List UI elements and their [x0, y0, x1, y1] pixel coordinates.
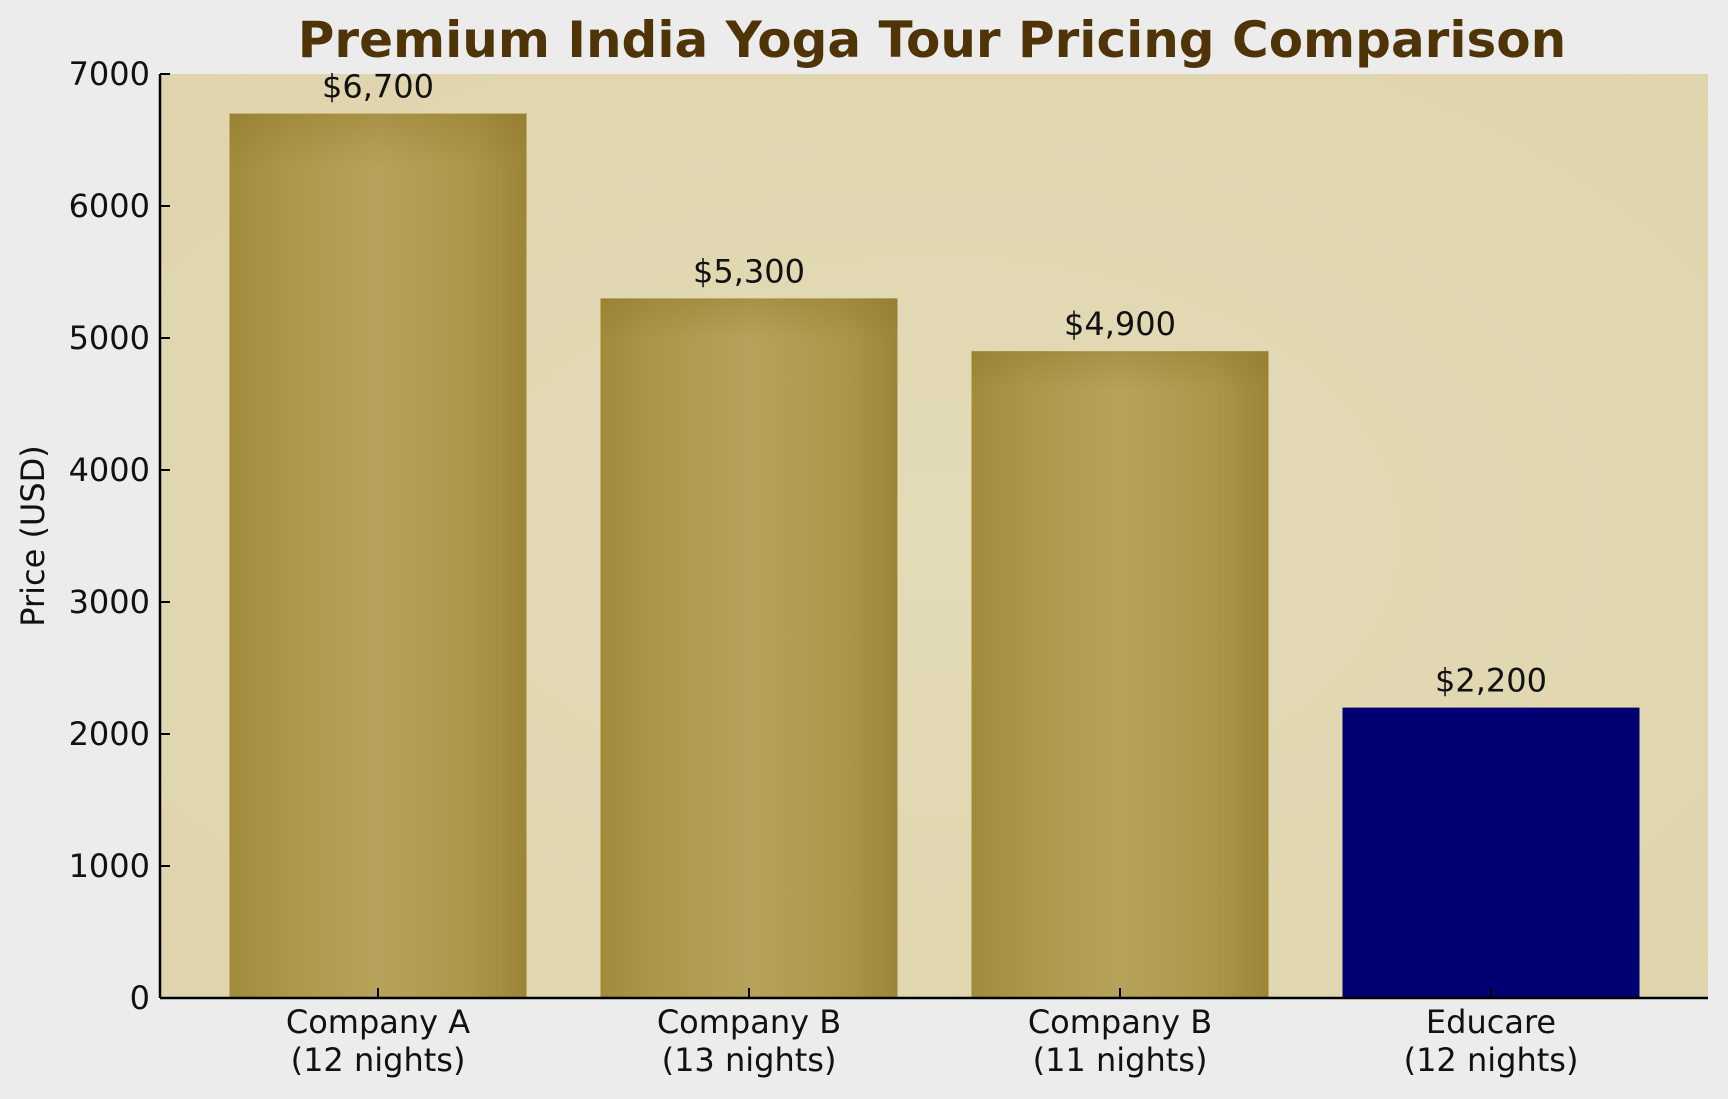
y-tick-label: 4000	[69, 451, 150, 489]
bar-value-label: $4,900	[1064, 305, 1176, 343]
y-tick-label: 6000	[69, 187, 150, 225]
y-tick-label: 1000	[69, 847, 150, 885]
bar-value-label: $6,700	[322, 68, 434, 106]
x-ticks-group: Company A (12 nights) Company B (13 nights)…	[286, 988, 1579, 1079]
data-labels-group: $6,700 $5,300 $4,900 $2,200	[322, 68, 1547, 700]
bars-group	[229, 113, 1640, 999]
bar-shading	[971, 351, 1269, 998]
y-axis-label: Price (USD)	[14, 445, 52, 627]
y-ticks-group: 0 1000 2000 3000 4000 5000 6000 7000	[69, 55, 170, 1017]
x-tick-label: Company B (11 nights)	[1028, 1003, 1212, 1079]
y-tick-label: 2000	[69, 715, 150, 753]
bar	[1342, 707, 1640, 998]
y-tick-label: 3000	[69, 583, 150, 621]
chart-title: Premium India Yoga Tour Pricing Comparis…	[298, 11, 1566, 69]
bar-shading	[229, 113, 527, 999]
x-tick-label: Company B (13 nights)	[657, 1003, 841, 1079]
bar-shading	[600, 298, 898, 998]
y-tick-label: 7000	[69, 55, 150, 93]
x-tick-label: Company A (12 nights)	[286, 1003, 470, 1079]
bar-value-label: $5,300	[693, 252, 805, 290]
x-tick-label: Educare (12 nights)	[1404, 1003, 1579, 1079]
y-tick-label: 0	[130, 979, 150, 1017]
y-tick-label: 5000	[69, 319, 150, 357]
bar-value-label: $2,200	[1435, 662, 1547, 700]
